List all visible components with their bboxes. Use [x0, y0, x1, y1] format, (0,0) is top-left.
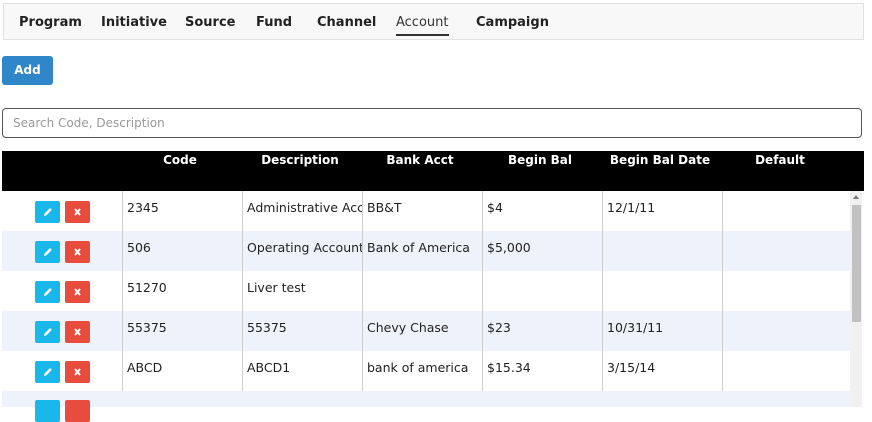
tab-bar: Program Initiative Source Fund Channel Accoun… [3, 3, 864, 40]
table-cell [602, 231, 723, 271]
table-cell: 2345 [122, 191, 243, 231]
table-cell: $4 [482, 191, 603, 231]
edit-button[interactable] [35, 321, 60, 343]
scrollbar[interactable] [850, 191, 862, 407]
column-header: Begin Bal Date [609, 153, 711, 167]
table-cell [362, 271, 483, 311]
edit-button[interactable] [35, 241, 60, 263]
tab[interactable]: Initiative [101, 15, 167, 30]
table-cell: 12/1/11 [602, 191, 723, 231]
column-header: Default [755, 153, 805, 167]
column-header: Begin Bal [507, 153, 573, 167]
table-row: 55375 55375 Chevy Chase $23 10/31/11 [2, 311, 850, 351]
tab[interactable]: Campaign [476, 15, 549, 30]
add-button[interactable]: Add [2, 56, 53, 85]
table-cell [722, 191, 843, 231]
table-cell: BB&T [362, 191, 483, 231]
delete-button[interactable] [65, 321, 90, 343]
table-cell: 506 [122, 231, 243, 271]
edit-button[interactable] [35, 281, 60, 303]
column-header: Bank Acct [386, 153, 454, 167]
delete-button[interactable] [65, 400, 90, 422]
tab[interactable]: Source [185, 15, 236, 30]
edit-button[interactable] [35, 201, 60, 223]
search-placeholder: Search Code, Description [13, 116, 165, 130]
table-cell: $15.34 [482, 351, 603, 391]
tab[interactable]: Program [19, 15, 82, 30]
delete-button[interactable] [65, 361, 90, 383]
edit-button[interactable] [35, 400, 60, 422]
table-row: 506 Operating Account Bank of America $5,00… [2, 231, 850, 271]
edit-button[interactable] [35, 361, 60, 383]
tab[interactable]: Channel [317, 15, 377, 30]
tab[interactable]: Account [396, 15, 449, 36]
table-row: 51270 Liver test [2, 271, 850, 311]
column-header: Code [163, 153, 197, 167]
table-cell: $5,000 [482, 231, 603, 271]
table-cell: 51270 [122, 271, 243, 311]
table-cell [722, 271, 843, 311]
table-cell: 55375 [122, 311, 243, 351]
table-cell [722, 231, 843, 271]
table-cell: $23 [482, 311, 603, 351]
table-cell [722, 311, 843, 351]
table-cell: Administrative Account [242, 191, 363, 231]
delete-button[interactable] [65, 201, 90, 223]
table-cell: 3/15/14 [602, 351, 723, 391]
table-cell: 55375 [242, 311, 363, 351]
table-cell: Operating Account [242, 231, 363, 271]
table-cell [722, 351, 843, 391]
table-cell: bank of america [362, 351, 483, 391]
table-cell: Liver test [242, 271, 363, 311]
table-cell: Bank of America [362, 231, 483, 271]
scroll-thumb[interactable] [852, 205, 861, 322]
delete-button[interactable] [65, 281, 90, 303]
table-header: Code Description Bank Acct Begin Bal Begin B… [2, 151, 864, 191]
table-cell [602, 271, 723, 311]
partial-row [2, 391, 850, 422]
search-box[interactable]: Search Code, Description [2, 108, 862, 138]
table-cell: ABCD [122, 351, 243, 391]
delete-button[interactable] [65, 241, 90, 263]
column-header: Description [261, 153, 339, 167]
table-cell: Chevy Chase [362, 311, 483, 351]
tab[interactable]: Fund [256, 15, 293, 30]
table-cell [482, 271, 603, 311]
scroll-up[interactable] [850, 191, 862, 203]
table-cell: 10/31/11 [602, 311, 723, 351]
table-cell: ABCD1 [242, 351, 363, 391]
table-row: ABCD ABCD1 bank of america $15.34 3/15/14 [2, 351, 850, 391]
page: Program Initiative Source Fund Channel Accoun… [2, 3, 864, 422]
